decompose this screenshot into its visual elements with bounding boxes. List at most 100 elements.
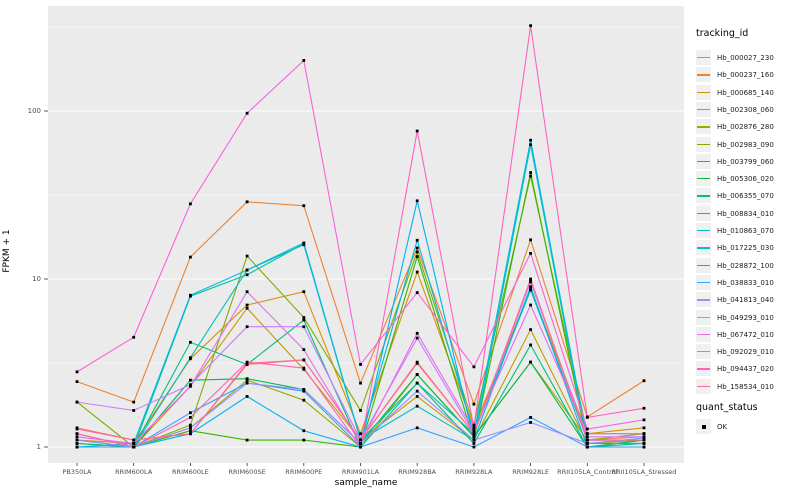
data-point [529, 343, 532, 347]
data-point [472, 402, 476, 406]
data-point [75, 370, 79, 374]
legend-label-Hb_092029_010: Hb_092029_010 [717, 348, 774, 357]
legend-key-line-icon [697, 126, 710, 128]
x-axis-title: sample_name [334, 478, 398, 488]
data-point [529, 138, 532, 142]
data-point [302, 204, 306, 208]
data-point [359, 442, 362, 445]
legend-key-Hb_000685_140 [696, 84, 711, 100]
data-point [302, 243, 306, 247]
data-point [302, 438, 306, 442]
data-point [472, 435, 476, 439]
data-point [415, 426, 419, 430]
legend-key-line-icon [697, 57, 710, 59]
data-point [189, 340, 192, 344]
legend-key-line-icon [697, 385, 710, 388]
legend-label-Hb_002983_090: Hb_002983_090 [717, 140, 774, 149]
data-point [359, 363, 362, 366]
legend-key-Hb_008834_010 [696, 205, 711, 221]
data-point [75, 435, 79, 439]
data-point [302, 398, 306, 402]
x-tick-label-RRIM928LA: RRIM928LA [455, 468, 493, 476]
legend-label-Hb_002876_280: Hb_002876_280 [717, 123, 774, 132]
x-tick-label-RRII105LA_Stressed: RRII105LA_Stressed [611, 468, 677, 476]
data-point [585, 438, 589, 442]
legend-key-line-icon [697, 91, 710, 93]
data-point [245, 254, 249, 258]
data-point [529, 238, 532, 242]
y-tick-label-10: 10 [32, 274, 41, 283]
data-point [359, 381, 362, 385]
data-point [529, 303, 532, 307]
legend-key-line-icon [697, 247, 710, 249]
legend-key-Hb_003799_060 [696, 153, 711, 169]
data-point [415, 270, 419, 274]
data-point [189, 293, 192, 297]
x-tick-label-RRIM901LA: RRIM901LA [341, 468, 380, 476]
data-point [245, 200, 249, 204]
data-point [472, 432, 476, 436]
data-point [415, 238, 419, 242]
legend-key-Hb_038833_010 [696, 274, 711, 290]
data-point [75, 427, 79, 431]
legend-label-Hb_041813_040: Hb_041813_040 [717, 296, 774, 305]
data-point [302, 325, 306, 329]
data-point [529, 279, 532, 282]
data-point [245, 381, 249, 385]
data-point [189, 429, 192, 433]
data-point [302, 290, 306, 294]
legend-label-Hb_002308_060: Hb_002308_060 [717, 105, 774, 114]
legend-key-line-icon [697, 212, 710, 215]
data-point [75, 432, 79, 436]
data-point [415, 250, 419, 254]
data-point [245, 325, 249, 329]
legend-label-Hb_038833_010: Hb_038833_010 [717, 278, 774, 287]
legend-label-Hb_006355_070: Hb_006355_070 [717, 192, 774, 201]
data-point [529, 421, 532, 424]
data-point [585, 442, 589, 445]
quant-ok-label: OK [717, 423, 728, 431]
x-tick-label-RRIM928BA: RRIM928BA [398, 468, 437, 476]
data-point [415, 381, 419, 385]
data-point [302, 348, 306, 351]
data-point [245, 378, 249, 382]
legend-key-line-icon [697, 281, 710, 284]
legend-key-Hb_005306_020 [696, 171, 711, 187]
ok-point-icon [701, 424, 706, 429]
data-point [472, 365, 476, 369]
data-point [245, 290, 249, 294]
data-point [245, 273, 249, 277]
data-point [75, 442, 79, 445]
legend-key-Hb_049293_010 [696, 309, 711, 325]
data-point [585, 427, 589, 431]
legend-label-Hb_049293_010: Hb_049293_010 [717, 313, 774, 322]
data-point [415, 360, 419, 364]
y-axis-title: FPKM + 1 [2, 229, 12, 273]
data-point [415, 255, 419, 258]
data-point [189, 356, 192, 360]
data-point [189, 423, 192, 427]
data-point [529, 285, 532, 289]
legend-key-Hb_092029_010 [696, 344, 711, 360]
data-point [132, 335, 136, 339]
legend-key-Hb_041813_040 [696, 292, 711, 308]
legend-key-line-icon [697, 230, 710, 232]
legend-label-Hb_000237_160: Hb_000237_160 [717, 71, 774, 80]
data-point [529, 252, 532, 255]
data-point [75, 445, 79, 449]
quant-ok-key [696, 419, 711, 434]
data-point [359, 445, 362, 449]
legend-key-Hb_067472_010 [696, 326, 711, 342]
data-point [642, 432, 646, 436]
data-point [132, 445, 136, 449]
data-point [359, 409, 362, 412]
data-point [189, 383, 192, 387]
legend-title-quant-status: quant_status [696, 402, 758, 413]
legend-label-Hb_010863_070: Hb_010863_070 [717, 227, 774, 235]
data-point [302, 389, 306, 393]
legend-key-line-icon [697, 333, 710, 336]
data-point [189, 432, 192, 436]
legend-label-Hb_158534_010: Hb_158534_010 [717, 382, 774, 391]
legend-key-line-icon [697, 195, 710, 197]
